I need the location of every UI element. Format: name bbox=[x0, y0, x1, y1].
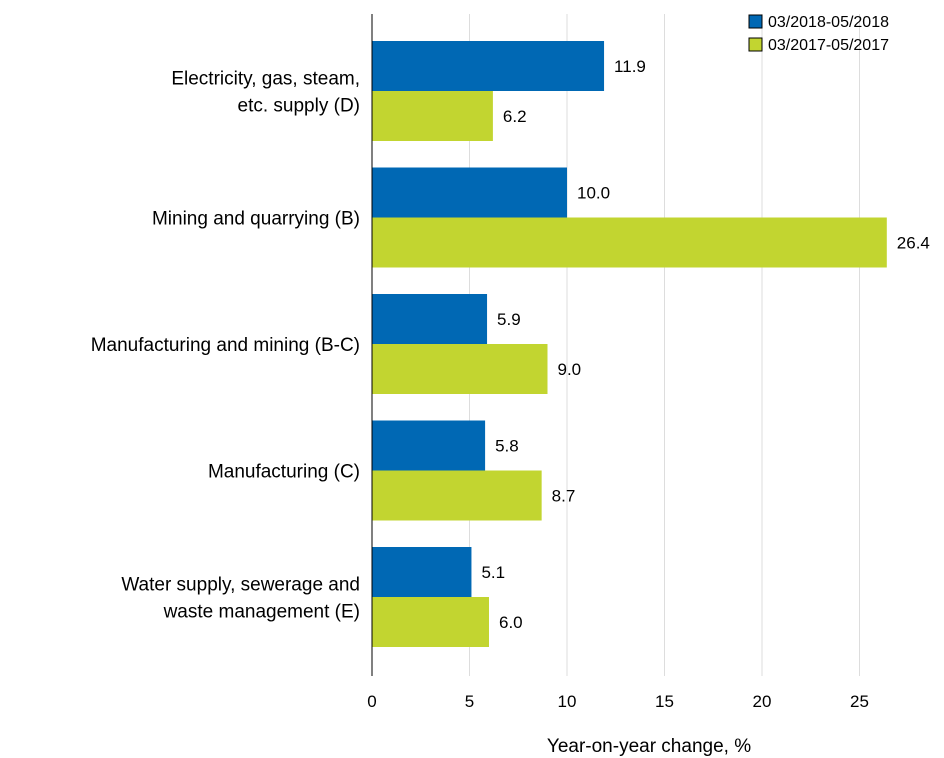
x-tick-labels: 0 5 10 15 20 25 bbox=[367, 692, 869, 711]
legend-swatch bbox=[748, 37, 763, 52]
bars bbox=[372, 41, 887, 647]
bar-value-label: 26.4 bbox=[897, 234, 930, 253]
bar-value-label: 6.0 bbox=[499, 613, 523, 632]
x-tick-label: 10 bbox=[558, 692, 577, 711]
bar-2018 bbox=[372, 547, 472, 597]
bar-2018 bbox=[372, 294, 488, 344]
bar-value-label: 6.2 bbox=[503, 107, 527, 126]
x-tick-label: 5 bbox=[465, 692, 474, 711]
x-axis-title: Year-on-year change, % bbox=[547, 736, 751, 757]
x-tick-label: 15 bbox=[655, 692, 674, 711]
category-label: Mining and quarrying (B) bbox=[152, 209, 360, 230]
bar-value-label: 8.7 bbox=[552, 487, 576, 506]
bar-2018 bbox=[372, 167, 567, 218]
bar-2017 bbox=[372, 344, 548, 394]
legend-swatch bbox=[748, 14, 763, 29]
legend-label: 03/2018-05/2018 bbox=[768, 14, 889, 31]
category-label: Manufacturing (C) bbox=[208, 462, 360, 483]
legend-label: 03/2017-05/2017 bbox=[768, 37, 889, 54]
bar-2017 bbox=[372, 470, 542, 521]
bar-value-label: 10.0 bbox=[577, 184, 610, 203]
category-label: Electricity, gas, steam, bbox=[171, 69, 360, 90]
category-labels: Electricity, gas, steam, etc. supply (D) M… bbox=[91, 69, 360, 623]
x-tick-label: 20 bbox=[753, 692, 772, 711]
category-label: Manufacturing and mining (B-C) bbox=[91, 335, 360, 356]
x-tick-label: 0 bbox=[367, 692, 376, 711]
bar-2018 bbox=[372, 41, 605, 91]
bar-value-label: 5.8 bbox=[495, 437, 519, 456]
bar-value-label: 11.9 bbox=[614, 57, 646, 76]
category-label: etc. supply (D) bbox=[238, 96, 360, 117]
bar-value-label: 5.1 bbox=[481, 563, 505, 582]
bar-value-label: 9.0 bbox=[558, 360, 582, 379]
value-labels: 11.9 6.2 10.0 26.4 5.9 9.0 5.8 8.7 5.1 6.0 bbox=[481, 57, 929, 632]
legend: 03/2018-05/2018 03/2017-05/2017 bbox=[748, 14, 889, 54]
bar-2017 bbox=[372, 91, 493, 141]
category-label: waste management (E) bbox=[163, 602, 360, 623]
bar-2018 bbox=[372, 420, 486, 471]
bar-2017 bbox=[372, 217, 887, 268]
x-tick-label: 25 bbox=[850, 692, 869, 711]
bar-value-label: 5.9 bbox=[497, 310, 521, 329]
bar-2017 bbox=[372, 597, 489, 647]
category-label: Water supply, sewerage and bbox=[121, 575, 360, 596]
